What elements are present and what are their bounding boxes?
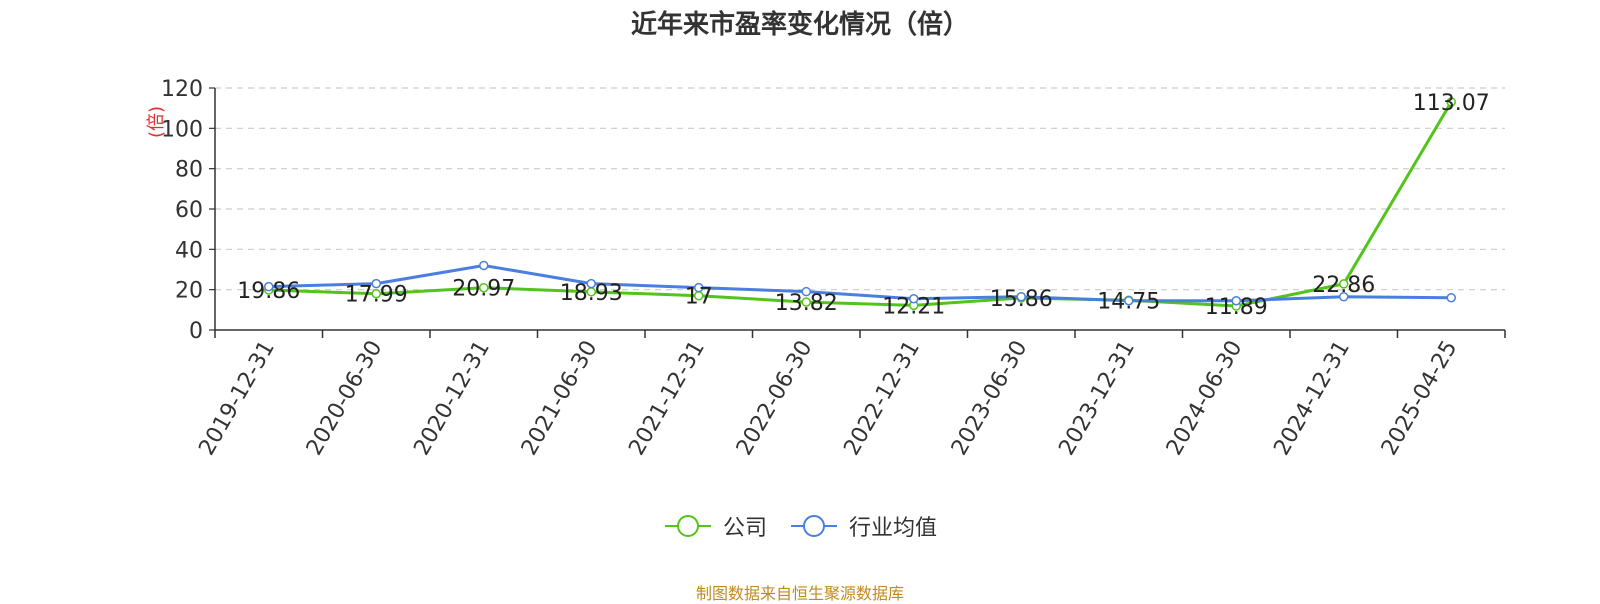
y-tick-label: 60	[175, 198, 203, 223]
data-point	[909, 293, 919, 304]
x-tick-label: 2020-12-31	[409, 337, 495, 460]
legend-item[interactable]: 公司	[663, 510, 767, 542]
data-label: 13.82	[775, 291, 838, 316]
data-label: 17	[685, 285, 713, 310]
y-tick-label: 80	[175, 158, 203, 183]
data-label: 19.86	[237, 279, 300, 304]
x-tick-label: 2023-12-31	[1054, 337, 1140, 460]
data-point	[479, 282, 489, 293]
data-point	[1446, 97, 1456, 107]
series-line-0	[268, 101, 1453, 308]
data-label: 15.86	[990, 287, 1053, 312]
chart-title: 近年来市盈率变化情况（倍）	[630, 10, 969, 40]
axes: 0 20 40 60 80 100 120 2019-12-31 2020-06-30 2020-…	[161, 77, 1506, 460]
legend-label: 行业均值	[849, 516, 938, 541]
data-point	[801, 297, 811, 307]
data-label: 20.97	[452, 277, 515, 302]
legend-item[interactable]: 行业均值	[789, 510, 937, 542]
y-tick-label: 100	[161, 117, 203, 142]
legend-swatch	[664, 515, 711, 537]
data-point	[1446, 292, 1456, 303]
data-label: 17.99	[345, 283, 408, 308]
legend-swatch	[791, 515, 837, 537]
legend-marker	[676, 515, 699, 537]
y-tick-label: 0	[189, 319, 203, 344]
data-label: 14.75	[1097, 289, 1160, 314]
x-tick-label: 2025-04-25	[1377, 337, 1463, 460]
x-tick-label: 2020-06-30	[302, 337, 388, 460]
data-label: 22.86	[1312, 273, 1375, 298]
data-point	[371, 278, 381, 289]
data-point	[1016, 291, 1026, 302]
x-tick-label: 2021-12-31	[624, 337, 710, 460]
y-axis-label: (倍)	[146, 106, 167, 138]
grid-lines	[215, 87, 1505, 291]
data-label: 11.89	[1205, 295, 1268, 320]
y-tick-label: 120	[161, 77, 203, 102]
data-labels: 19.86 17.99 20.97 18.93 17 13.82 12.21 15.86 14.…	[237, 91, 1489, 320]
source-note: 制图数据来自恒生聚源数据库	[695, 584, 904, 603]
legend-label: 公司	[722, 516, 767, 541]
x-tick-label: 2022-06-30	[732, 337, 818, 460]
x-tick-label: 2024-06-30	[1162, 337, 1248, 460]
y-tick-label: 20	[175, 279, 203, 304]
data-point	[1124, 296, 1134, 306]
legend: 公司 行业均值	[0, 510, 1600, 542]
data-point	[264, 281, 274, 292]
x-tick-label: 2019-12-31	[194, 337, 280, 460]
data-point	[1231, 296, 1241, 306]
y-tick-label: 40	[175, 238, 203, 263]
data-point	[586, 278, 596, 289]
data-label: 12.21	[882, 294, 945, 319]
legend-marker	[803, 515, 825, 537]
x-tick-label: 2021-06-30	[517, 337, 603, 460]
x-tick-label: 2024-12-31	[1269, 337, 1355, 460]
data-point	[479, 260, 489, 271]
data-point	[694, 282, 704, 293]
data-point	[1339, 279, 1349, 289]
series-line-1	[268, 263, 1452, 303]
x-tick-label: 2023-06-30	[947, 337, 1033, 460]
series-lines	[264, 97, 1456, 311]
data-label: 18.93	[560, 281, 623, 306]
data-point	[371, 288, 381, 299]
data-point	[801, 286, 811, 297]
data-label: 113.07	[1413, 91, 1490, 116]
data-point	[1339, 291, 1349, 302]
x-tick-label: 2022-12-31	[839, 337, 925, 460]
